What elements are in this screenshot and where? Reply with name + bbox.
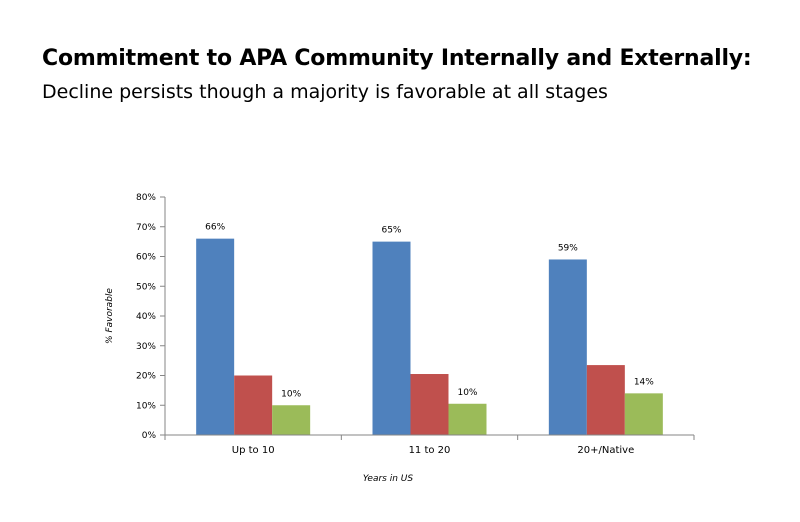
y-axis-title: % Favorable: [105, 288, 115, 344]
y-tick-label: 0%: [142, 431, 157, 441]
bar-value-label: 66%: [205, 223, 225, 233]
bar-value-label: 65%: [381, 226, 401, 236]
y-tick-label: 30%: [136, 342, 156, 352]
y-tick-label: 40%: [136, 312, 156, 322]
slide-subtitle: Decline persists though a majority is fa…: [42, 81, 608, 103]
x-category-label: 20+/Native: [577, 445, 634, 456]
bar-value-label: 10%: [281, 389, 301, 399]
x-axis-title: Years in US: [363, 474, 413, 484]
x-axis-ticks: Up to 10 11 to 20 20+/Native: [164, 435, 695, 456]
bar: [548, 259, 587, 435]
data-labels: 66% 65% 59% 10% 10% 14%: [205, 223, 654, 400]
bar: [586, 365, 625, 435]
bar: [272, 405, 311, 435]
bar: [410, 374, 449, 435]
bars: [196, 238, 663, 435]
bar: [196, 238, 235, 435]
slide-title: Commitment to APA Community Internally a…: [42, 46, 752, 71]
bar-value-label: 10%: [457, 388, 477, 398]
y-tick-label: 70%: [136, 223, 156, 233]
y-tick-label: 80%: [136, 193, 156, 203]
x-category-label: 11 to 20: [409, 445, 451, 456]
y-tick-label: 60%: [136, 253, 156, 263]
bar: [448, 403, 487, 435]
bar: [624, 393, 663, 435]
bar-value-label: 59%: [558, 243, 578, 253]
x-category-label: Up to 10: [232, 445, 275, 456]
bar-value-label: 14%: [634, 377, 654, 387]
bar: [372, 241, 411, 435]
y-tick-label: 10%: [136, 401, 156, 411]
y-axis-ticks: 0% 10% 20% 30% 40% 50% 60% 70% 80%: [136, 193, 165, 441]
y-tick-label: 50%: [136, 282, 156, 292]
y-tick-label: 20%: [136, 372, 156, 382]
bar: [234, 375, 273, 435]
